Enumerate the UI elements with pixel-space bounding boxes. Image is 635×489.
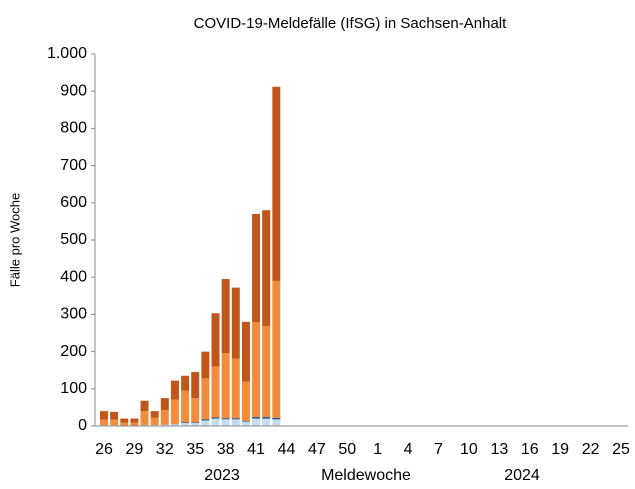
bar-segment — [150, 417, 159, 426]
x-axis-label: Meldewoche — [321, 467, 411, 484]
y-tick-label: 400 — [60, 268, 87, 285]
y-tick-label: 800 — [60, 120, 87, 137]
x-tick-label: 41 — [247, 441, 265, 458]
bar-segment — [221, 279, 230, 354]
x-tick-label: 50 — [338, 441, 356, 458]
bar-segment — [221, 419, 230, 426]
x-tick-label: 26 — [95, 441, 113, 458]
x-tick-label: 29 — [126, 441, 144, 458]
bar-segment — [231, 287, 240, 359]
bar-segment — [241, 381, 250, 421]
bar-segment — [130, 418, 139, 423]
bar-segment — [231, 419, 240, 426]
x-tick-label: 13 — [490, 441, 508, 458]
bar-segment — [150, 411, 159, 418]
bar-segment — [191, 423, 200, 426]
bar-segment — [181, 390, 190, 423]
bar-segment — [160, 410, 169, 425]
bar-segment — [241, 321, 250, 382]
bar-segment — [272, 86, 281, 281]
x-tick-label: 4 — [404, 441, 413, 458]
bar-segment — [231, 418, 240, 420]
bar-segment — [272, 419, 281, 426]
bar-segment — [211, 313, 220, 367]
year-label: 2024 — [504, 467, 540, 484]
bar-segment — [252, 418, 261, 426]
bar-segment — [110, 411, 119, 420]
bar-segment — [181, 375, 190, 391]
x-tick-label: 44 — [278, 441, 296, 458]
bar-segment — [191, 398, 200, 423]
y-tick-label: 200 — [60, 343, 87, 360]
chart-title: COVID-19-Meldefälle (IfSG) in Sachsen-An… — [194, 15, 507, 32]
bar-segment — [130, 422, 139, 426]
y-tick-label: 0 — [78, 417, 87, 434]
bar-segment — [120, 422, 129, 426]
bar-segment — [120, 418, 129, 423]
bar-segment — [262, 418, 271, 426]
bar-segment — [170, 424, 179, 426]
bar-segment — [252, 322, 261, 418]
bar-segment — [110, 419, 119, 426]
bar-segment — [181, 422, 190, 424]
y-tick-label: 900 — [60, 82, 87, 99]
bar-segment — [272, 280, 281, 418]
bar-segment — [191, 422, 200, 424]
bar-segment — [262, 417, 271, 419]
x-tick-label: 1 — [373, 441, 382, 458]
y-tick-label: 700 — [60, 157, 87, 174]
bar-segment — [211, 417, 220, 419]
bar-segment — [170, 399, 179, 424]
bar-segment — [272, 417, 281, 420]
bar-segment — [160, 398, 169, 411]
x-tick-label: 10 — [460, 441, 478, 458]
bar-segment — [231, 358, 240, 419]
bar-segment — [252, 417, 261, 419]
y-tick-label: 100 — [60, 380, 87, 397]
year-label: 2023 — [204, 467, 240, 484]
x-tick-label: 32 — [156, 441, 174, 458]
bar-segment — [170, 380, 179, 400]
y-tick-label: 300 — [60, 306, 87, 323]
bar-segment — [201, 351, 210, 379]
y-tick-label: 1.000 — [47, 45, 87, 62]
bar-segment — [221, 418, 230, 420]
bar-segment — [262, 210, 271, 326]
y-axis-label: Fälle pro Woche — [7, 193, 22, 287]
bar-segment — [201, 378, 210, 420]
bar-segment — [221, 353, 230, 419]
bar-segment — [241, 421, 250, 426]
x-tick-label: 16 — [521, 441, 539, 458]
bar-segment — [140, 400, 149, 412]
bar-segment — [100, 411, 108, 420]
bar-segment — [252, 213, 261, 323]
bar-segment — [262, 325, 271, 418]
bar-segment — [201, 419, 210, 421]
x-tick-label: 25 — [612, 441, 630, 458]
bar-segment — [100, 419, 108, 426]
x-tick-label: 22 — [582, 441, 600, 458]
bar-segment — [140, 411, 149, 426]
bar-segment — [191, 372, 200, 399]
y-tick-label: 600 — [60, 194, 87, 211]
bar-segment — [211, 366, 220, 418]
y-tick-label: 500 — [60, 231, 87, 248]
x-tick-label: 47 — [308, 441, 326, 458]
x-tick-label: 35 — [186, 441, 204, 458]
bar-segment — [160, 424, 169, 426]
bar-segment — [181, 423, 190, 426]
x-tick-label: 7 — [434, 441, 443, 458]
x-tick-label: 19 — [551, 441, 569, 458]
bar-segment — [211, 418, 220, 426]
x-tick-label: 38 — [217, 441, 235, 458]
bar-segment — [201, 420, 210, 426]
bar-segment — [241, 420, 250, 422]
